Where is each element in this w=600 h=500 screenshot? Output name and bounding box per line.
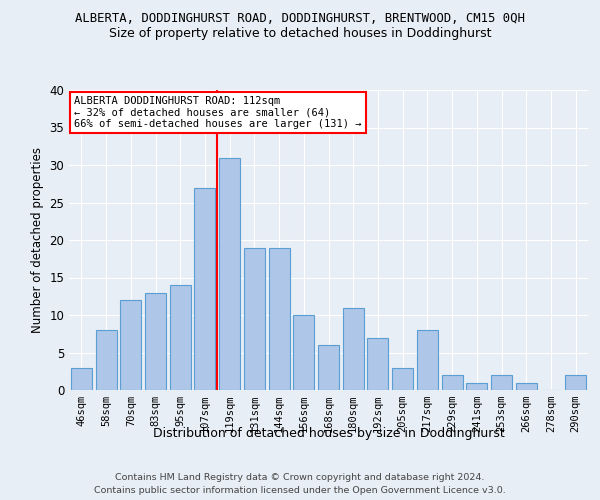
Bar	[219, 158, 240, 390]
Text: Contains public sector information licensed under the Open Government Licence v3: Contains public sector information licen…	[94, 486, 506, 495]
Bar	[318, 345, 339, 390]
Bar	[269, 248, 290, 390]
Text: Distribution of detached houses by size in Doddinghurst: Distribution of detached houses by size …	[153, 428, 505, 440]
Y-axis label: Number of detached properties: Number of detached properties	[31, 147, 44, 333]
Bar	[145, 292, 166, 390]
Bar	[170, 285, 191, 390]
Bar	[417, 330, 438, 390]
Bar	[565, 375, 586, 390]
Bar	[71, 368, 92, 390]
Bar	[293, 315, 314, 390]
Bar	[194, 188, 215, 390]
Bar	[392, 368, 413, 390]
Bar	[491, 375, 512, 390]
Bar	[343, 308, 364, 390]
Text: Contains HM Land Registry data © Crown copyright and database right 2024.: Contains HM Land Registry data © Crown c…	[115, 472, 485, 482]
Bar	[466, 382, 487, 390]
Text: ALBERTA DODDINGHURST ROAD: 112sqm
← 32% of detached houses are smaller (64)
66% : ALBERTA DODDINGHURST ROAD: 112sqm ← 32% …	[74, 96, 362, 129]
Bar	[516, 382, 537, 390]
Bar	[367, 338, 388, 390]
Text: ALBERTA, DODDINGHURST ROAD, DODDINGHURST, BRENTWOOD, CM15 0QH: ALBERTA, DODDINGHURST ROAD, DODDINGHURST…	[75, 12, 525, 26]
Bar	[244, 248, 265, 390]
Text: Size of property relative to detached houses in Doddinghurst: Size of property relative to detached ho…	[109, 28, 491, 40]
Bar	[442, 375, 463, 390]
Bar	[120, 300, 141, 390]
Bar	[95, 330, 116, 390]
